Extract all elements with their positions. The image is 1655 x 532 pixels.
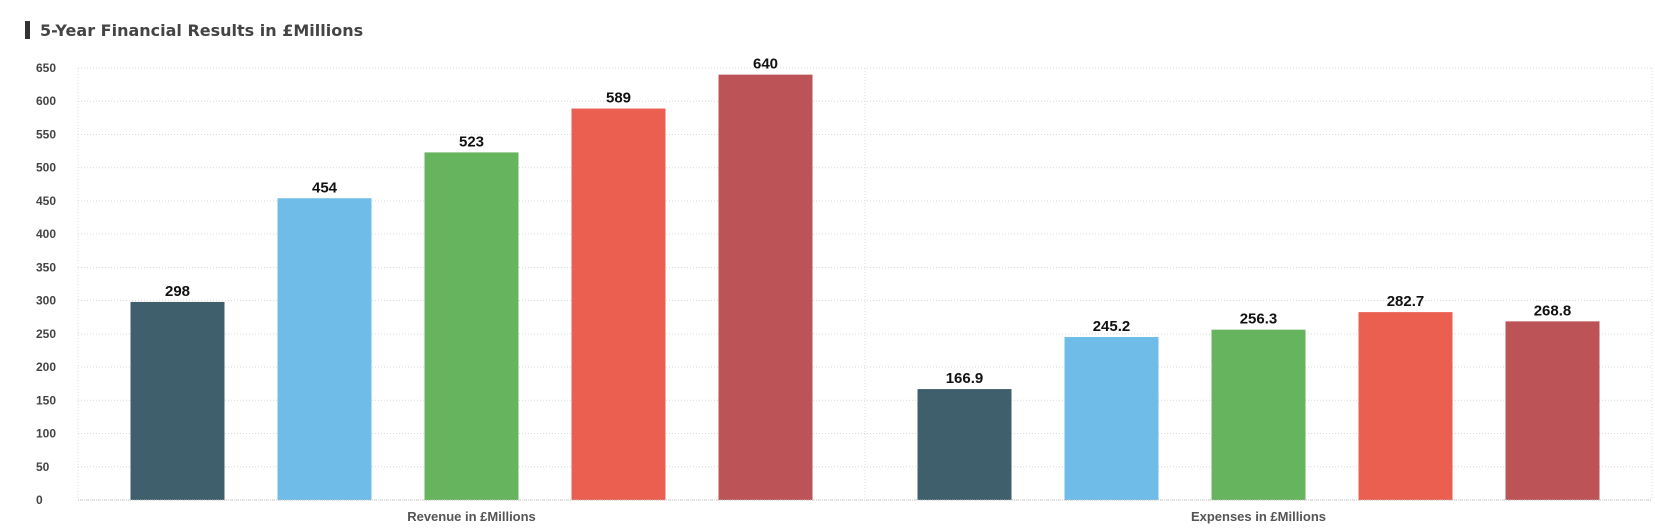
y-tick-label: 600 [36,94,56,108]
bar[interactable] [1064,337,1159,500]
data-label: 523 [459,133,484,150]
bar[interactable] [718,74,813,501]
data-label: 245.2 [1093,318,1131,335]
data-label: 256.3 [1240,311,1278,328]
bar[interactable] [1505,321,1600,500]
title-accent-bar [25,21,30,39]
bar[interactable] [1211,329,1306,500]
y-tick-label: 50 [36,460,50,474]
data-label: 454 [312,179,338,196]
y-tick-label: 500 [36,161,56,175]
y-tick-label: 100 [36,427,56,441]
data-label: 298 [165,283,190,300]
data-label: 282.7 [1387,293,1425,310]
y-tick-label: 450 [36,194,56,208]
data-label: 640 [753,56,778,73]
bar[interactable] [130,301,225,500]
bar[interactable] [424,152,519,500]
y-tick-label: 400 [36,227,56,241]
y-tick-label: 650 [36,61,56,75]
y-tick-label: 250 [36,327,56,341]
bar[interactable] [277,198,372,500]
chart-title-wrap: 5-Year Financial Results in £Millions [25,19,363,41]
category-label: Revenue in £Millions [407,509,536,524]
y-tick-label: 350 [36,260,56,274]
y-tick-label: 300 [36,294,56,308]
data-label: 589 [606,90,631,107]
category-label: Expenses in £Millions [1191,509,1326,524]
data-label: 166.9 [946,370,984,387]
bar[interactable] [571,108,666,501]
bar[interactable] [917,389,1012,500]
data-label: 268.8 [1534,302,1572,319]
y-tick-label: 200 [36,360,56,374]
chart-title: 5-Year Financial Results in £Millions [40,20,364,40]
y-tick-label: 550 [36,127,56,141]
y-tick-label: 150 [36,393,56,407]
bar[interactable] [1358,312,1453,500]
y-tick-label: 0 [36,493,43,507]
